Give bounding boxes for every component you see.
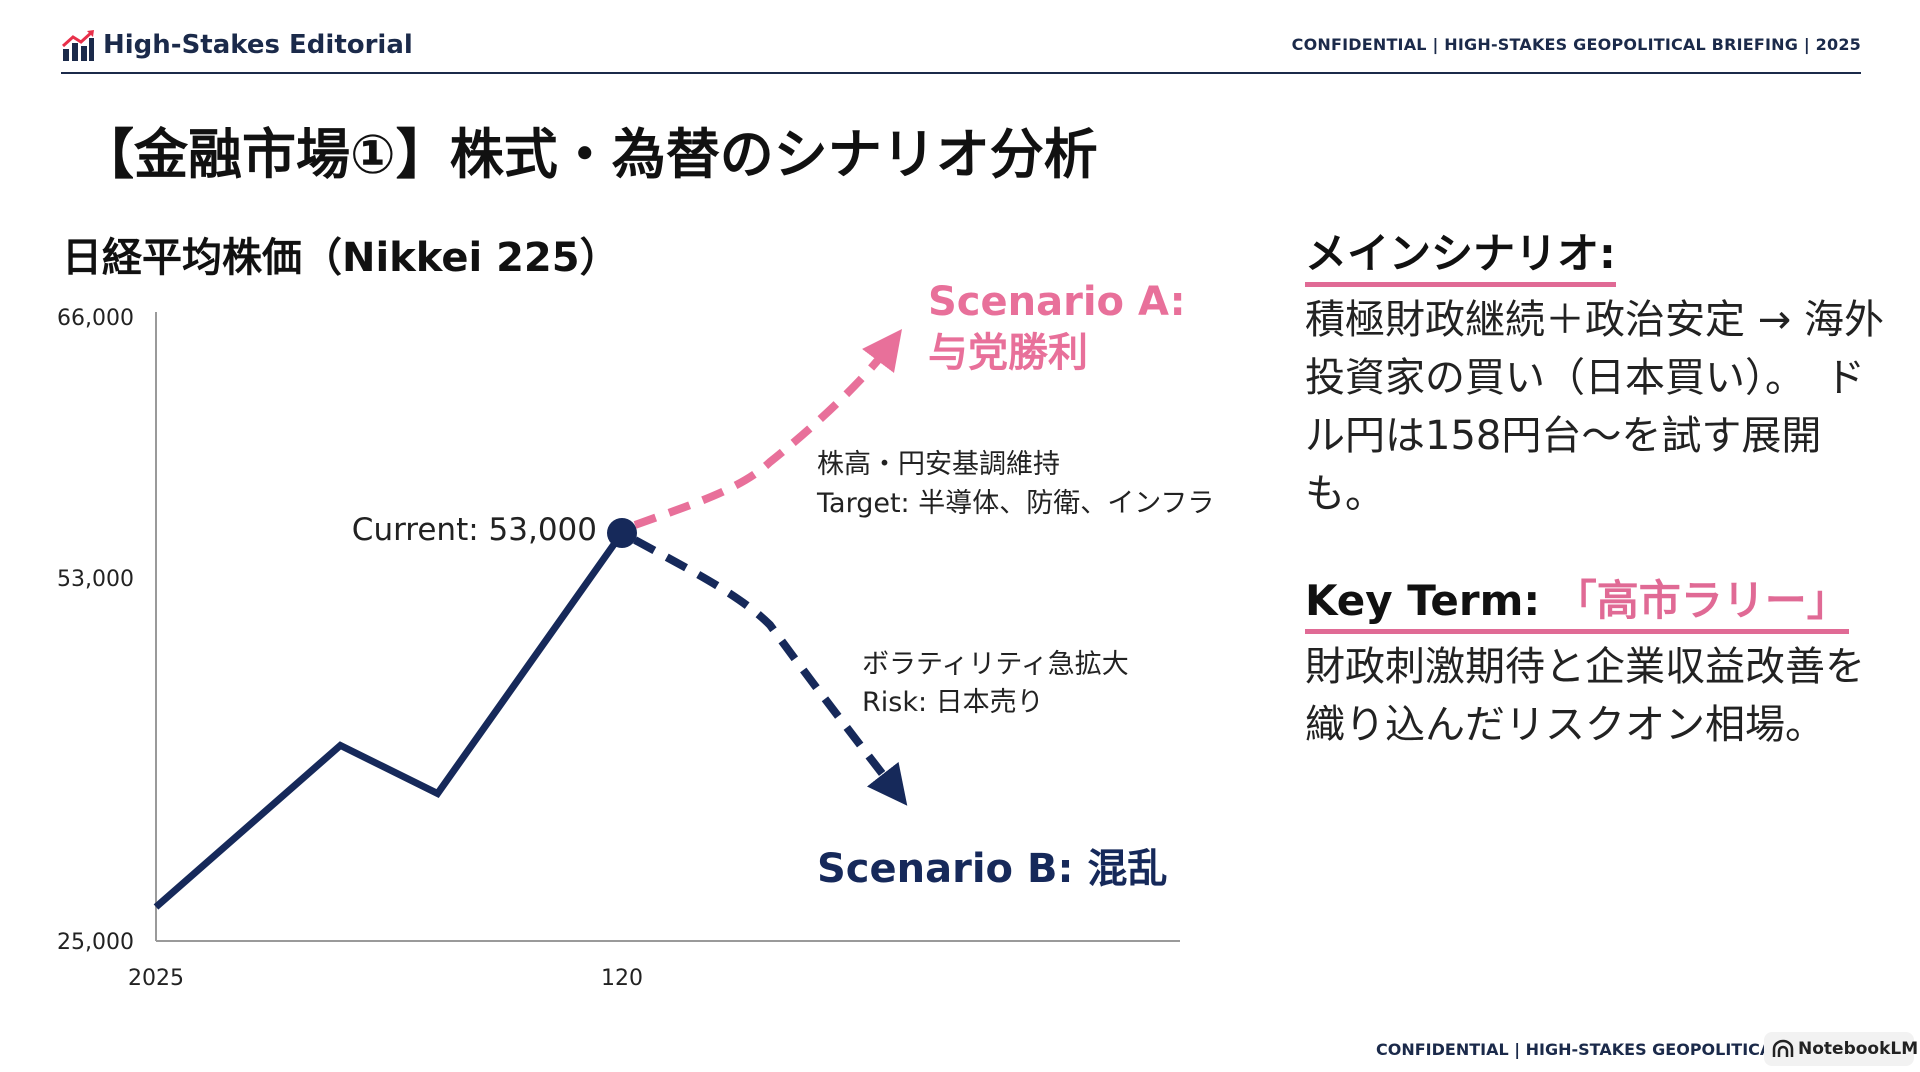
header: High-Stakes Editorial CONFIDENTIAL | HIG… — [61, 28, 1861, 74]
key-term-body: 財政刺激期待と企業収益改善を織り込んだリスクオン相場。 — [1305, 644, 1865, 748]
nikkei-chart: 66,000 53,000 25,000 2025 120 Current: 5… — [57, 279, 1214, 991]
scenario-a-label: Scenario A: — [928, 279, 1186, 325]
scenario-a-arrow — [633, 329, 903, 529]
scenario-b-note: ボラティリティ急拡大 — [862, 649, 1129, 680]
x-tick-label: 2025 — [128, 966, 184, 991]
notebooklm-badge: NotebookLM — [1764, 1032, 1918, 1066]
notebooklm-label: NotebookLM — [1798, 1039, 1919, 1059]
page-title: 【金融市場①】株式・為替のシナリオ分析 — [80, 123, 1098, 186]
main-scenario-block: メインシナリオ: 積極財政継続＋政治安定 → 海外投資家の買い（日本買い）。 ド… — [1305, 228, 1895, 523]
key-term-prefix: Key Term: — [1305, 576, 1555, 625]
key-term-heading: Key Term: 「高市ラリー」 — [1305, 575, 1849, 634]
scenario-b-label: Scenario B: 混乱 — [817, 846, 1167, 892]
brand-name: High-Stakes Editorial — [103, 30, 413, 60]
y-tick-label: 66,000 — [57, 306, 134, 331]
scenario-a-note: 株高・円安基調維持 — [817, 449, 1060, 480]
main-scenario-body: 積極財政継続＋政治安定 → 海外投資家の買い（日本買い）。 ドル円は158円台～… — [1305, 297, 1884, 517]
chart-title: 日経平均株価（Nikkei 225） — [62, 235, 620, 281]
bar-chart-icon — [61, 30, 94, 61]
current-label: Current: 53,000 — [352, 512, 597, 548]
current-point — [607, 518, 637, 548]
confidential-label: CONFIDENTIAL | HIGH-STAKES GEOPOLITICAL … — [1291, 35, 1861, 54]
scenario-b-arrow — [633, 536, 908, 806]
key-term: 「高市ラリー」 — [1554, 576, 1849, 625]
scenario-a-note: Target: 半導体、防衛、インフラ — [816, 488, 1214, 519]
main-scenario-heading: メインシナリオ: — [1305, 228, 1616, 287]
key-term-block: Key Term: 「高市ラリー」 財政刺激期待と企業収益改善を織り込んだリスク… — [1305, 575, 1895, 754]
header-divider — [61, 72, 1861, 74]
y-tick-label: 53,000 — [57, 567, 134, 592]
scenario-a-label: 与党勝利 — [928, 330, 1088, 376]
scenario-b-note: Risk: 日本売り — [862, 687, 1044, 718]
footer-confidential: CONFIDENTIAL | HIGH-STAKES GEOPOLITICAL … — [1376, 1040, 1771, 1059]
y-tick-label: 25,000 — [57, 930, 134, 955]
x-tick-label: 120 — [601, 966, 643, 991]
notebooklm-icon — [1772, 1039, 1794, 1057]
series-line — [153, 530, 625, 910]
